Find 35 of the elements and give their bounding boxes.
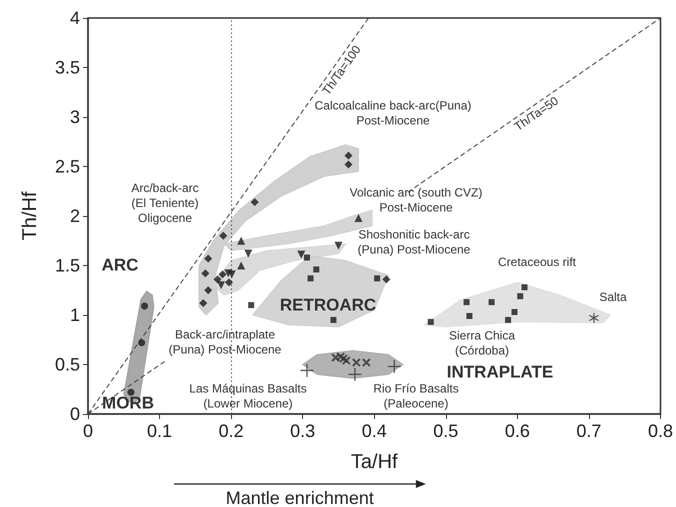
x-tick-label: 0.6 [504,421,530,441]
text: Mantle enrichment [226,488,374,507]
y-tick-label: 1 [70,305,80,325]
x-tick-label: 0.5 [433,421,458,441]
x-tick-label: 0.4 [362,421,387,441]
x-axis-title: Ta/Hf [350,451,398,473]
y-tick-label: 0.5 [54,354,80,374]
annotation: MORB [102,394,154,412]
x-tick-label: 0.1 [147,421,172,441]
x-tick-label: 0.2 [218,421,244,441]
y-tick-label: 0 [70,404,80,424]
annotation: Las Máquinas Basalts (Lower Miocene) [189,382,307,410]
annotation: Salta [599,290,627,304]
annotation: Cretaceous rift [498,255,577,269]
y-tick-label: 1.5 [54,256,80,276]
x-tick-label: 0.3 [290,421,316,441]
annotation: Volcanic arc (south CVZ) Post-Miocene [350,186,482,214]
y-tick-label: 3 [70,107,80,127]
annotation: Calcoalcaline back-arc(Puna) Post-Miocene [314,98,472,128]
x-tick-label: 0.8 [648,421,674,441]
annotation: ARC [102,256,138,274]
x-tick-label: 0.7 [576,421,602,441]
annotation: Rio Frío Basalts (Paleocene) [373,382,459,410]
annotation: Shoshonitic back-arc (Puna) Post-Miocene [358,228,471,256]
annotation: Sierra Chica (Córdoba) [448,328,516,358]
annotation: INTRAPLATE [446,362,554,382]
annotation: RETROARC [280,296,376,314]
y-tick-label: 2.5 [54,156,80,176]
annotation: Back-arc/intraplate (Puna) Post-Miocene [168,328,282,356]
x-tick-label: 0 [82,421,94,441]
y-axis-title: Th/Hf [19,191,41,240]
y-tick-label: 4 [70,8,80,28]
annotation: Arc/back-arc (El Teniente) Oligocene [131,181,199,225]
y-tick-label: 3.5 [54,58,80,78]
y-tick-label: 2 [70,206,80,226]
